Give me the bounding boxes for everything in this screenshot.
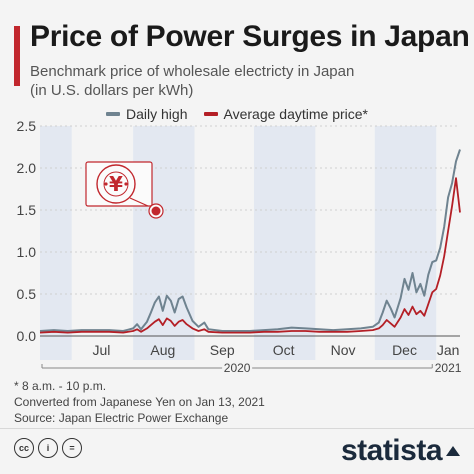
month-band-0: [40, 126, 72, 360]
x-tick-label: Nov: [331, 342, 356, 358]
footnotes: * 8 a.m. - 10 p.m. Converted from Japane…: [14, 378, 265, 426]
legend-swatch-daily-high: [106, 112, 121, 116]
license-icons[interactable]: cc i =: [14, 438, 82, 458]
legend-swatch-average-daytime: [203, 112, 218, 116]
statista-logo[interactable]: statista: [341, 434, 460, 468]
footnote-conversion: Converted from Japanese Yen on Jan 13, 2…: [14, 395, 265, 409]
x-tick-label: Aug: [150, 342, 175, 358]
attribution-icon[interactable]: i: [38, 438, 58, 458]
year-label-bg-1: [433, 362, 464, 374]
yen-socket-icon: ¥: [85, 161, 164, 219]
series-lines: [39, 149, 461, 334]
brand-mark-icon: [446, 440, 460, 462]
chart-subtitle: Benchmark price of wholesale electricty …: [30, 62, 450, 100]
legend-item-average-daytime: Average daytime price*: [203, 106, 368, 122]
legend-label-daily-high: Daily high: [126, 106, 188, 122]
footer-divider: [0, 428, 474, 429]
year-label: 2021: [435, 361, 462, 375]
brand-name: statista: [340, 434, 443, 467]
svg-text:¥: ¥: [109, 172, 123, 196]
title-accent-bar: [14, 26, 20, 86]
year-label-bg-0: [222, 362, 253, 374]
month-band-3: [374, 126, 437, 360]
x-tick-label: Jan: [437, 342, 460, 358]
page-title: Price of Power Surges in Japan: [30, 20, 470, 53]
x-tick-label: Dec: [392, 342, 417, 358]
no-derivatives-icon[interactable]: =: [62, 438, 82, 458]
footnote-hours: * 8 a.m. - 10 p.m.: [14, 379, 107, 393]
x-tick-label: Oct: [273, 342, 295, 358]
legend-label-average-daytime: Average daytime price*: [223, 106, 368, 122]
legend-item-daily-high: Daily high: [106, 106, 188, 122]
y-tick-label: 1.5: [17, 202, 37, 218]
x-tick-label: Jul: [92, 342, 110, 358]
x-tick-label: Sep: [210, 342, 235, 358]
y-tick-label: 2.5: [17, 118, 37, 134]
cc-icon[interactable]: cc: [14, 438, 34, 458]
y-tick-label: 1.0: [17, 244, 37, 260]
y-tick-label: 2.0: [17, 160, 37, 176]
chart-legend: Daily high Average daytime price*: [0, 106, 474, 122]
subtitle-line-2: (in U.S. dollars per kWh): [30, 82, 194, 99]
y-axis-ticks: 0.0 0.5 1.0 1.5 2.0 2.5: [17, 118, 37, 344]
year-label: 2020: [224, 361, 251, 375]
series-line-0: [39, 149, 461, 332]
month-band-2: [253, 126, 316, 360]
line-chart: 0.0 0.5 1.0 1.5 2.0 2.5 Jul Aug Sep Oct Nov Dec Jan…: [17, 118, 464, 375]
series-line-1: [39, 177, 461, 334]
y-tick-label: 0.0: [17, 328, 37, 344]
footnote-source: Source: Japan Electric Power Exchange: [14, 411, 229, 425]
subtitle-line-1: Benchmark price of wholesale electricty …: [30, 63, 355, 80]
y-tick-label: 0.5: [17, 286, 37, 302]
x-axis: Jul Aug Sep Oct Nov Dec Jan 2020 2021: [40, 335, 464, 375]
